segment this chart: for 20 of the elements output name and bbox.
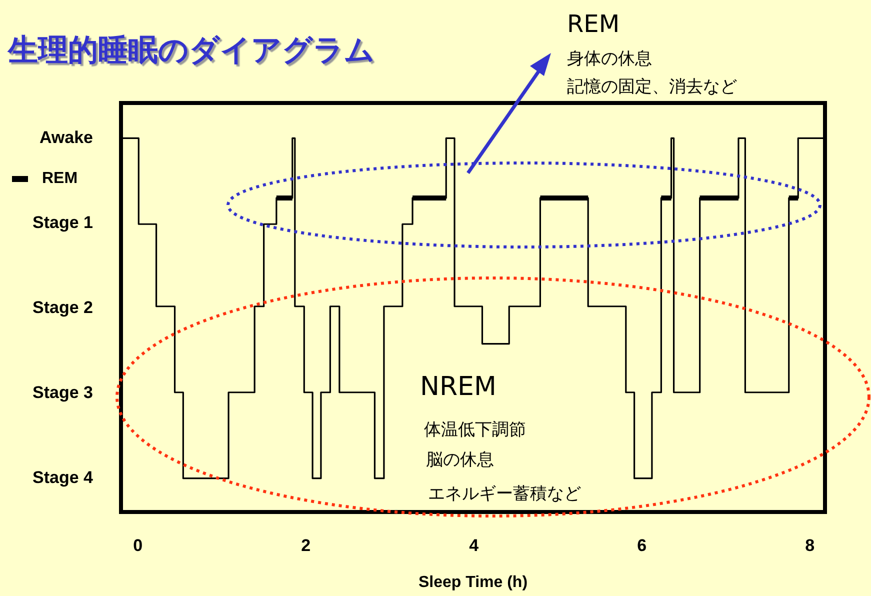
x-tick-label: 8 [805, 536, 815, 555]
legend-label: REM [42, 170, 78, 188]
x-tick-label: 4 [469, 536, 480, 555]
x-axis-title: Sleep Time (h) [418, 574, 528, 591]
chart-title: 生理的睡眠のダイアグラム [8, 32, 375, 70]
category-label: Stage 4 [32, 468, 93, 488]
x-tick-label: 2 [301, 536, 311, 555]
category-label: Stage 2 [32, 298, 93, 317]
annotation: 脳の休息 [426, 449, 494, 471]
category-label: Stage 1 [32, 212, 93, 232]
annotation: エネルギー蓄積など [428, 483, 581, 505]
annotation: 体温低下調節 [424, 419, 526, 441]
x-tick-label: 0 [133, 536, 143, 555]
category-label: Awake [39, 128, 93, 147]
text: 身体の休息 [567, 48, 652, 70]
text: REM [567, 10, 620, 38]
x-tick-label: 6 [637, 536, 647, 555]
category-label: Stage 3 [32, 382, 93, 402]
text: 記憶の固定、消去など [567, 76, 737, 98]
annotation: NREM [420, 372, 496, 402]
